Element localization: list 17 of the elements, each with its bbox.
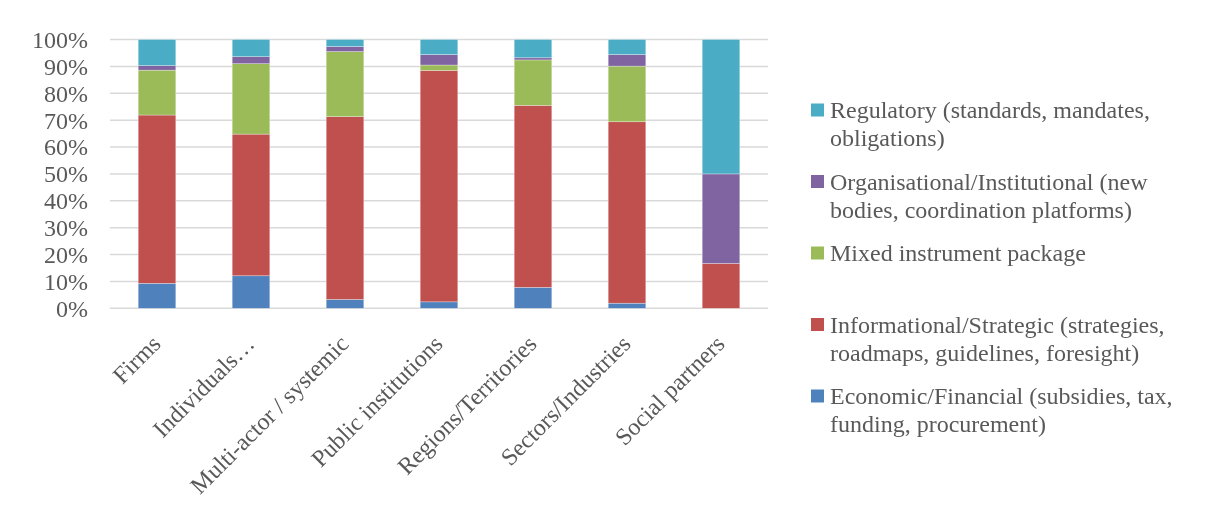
y-tick-label: 10% (44, 268, 88, 295)
legend-label: Organisational/Institutional (new bodies, coordination platforms) (830, 168, 1149, 223)
legend-label: Regulatory (standards, mandates, obligations) (830, 97, 1150, 152)
legend-label: Economic/Financial (subsidies, tax, funding, procurement) (830, 383, 1173, 438)
y-tick-label: 80% (44, 80, 88, 107)
y-tick-label: 60% (44, 134, 88, 161)
bar (513, 39, 553, 59)
y-tick-label: 0% (56, 295, 88, 322)
y-tick-label: 20% (44, 241, 88, 268)
y-tick-label: 70% (44, 107, 88, 134)
y-tick-label: 30% (44, 215, 88, 242)
y-tick-label: 100% (32, 26, 88, 53)
y-tick-label: 40% (44, 188, 88, 215)
legend-label: Mixed instrument package (830, 240, 1086, 267)
legend-label: Informational/Strategic (strategies, roadmaps, guidelines, foresight) (830, 311, 1165, 366)
y-tick-label: 90% (44, 53, 88, 80)
y-tick-label: 50% (44, 161, 88, 188)
